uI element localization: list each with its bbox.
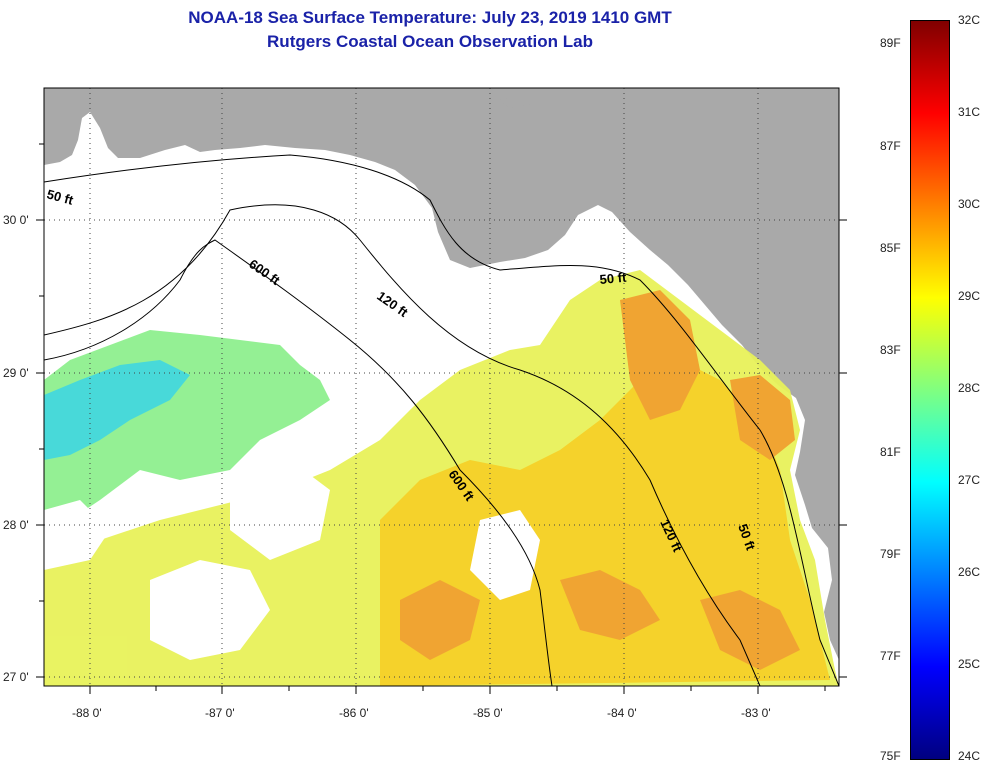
contour-label: 50 ft bbox=[599, 270, 628, 287]
contour-600ft bbox=[44, 239, 553, 686]
celsius-label: 29C bbox=[958, 289, 981, 303]
temperature-colorbar bbox=[910, 20, 950, 760]
contour-label: 50 ft bbox=[45, 186, 75, 208]
map-subtitle: Rutgers Coastal Ocean Observation Lab bbox=[267, 32, 593, 51]
lon-label: -85 0' bbox=[473, 706, 503, 720]
lat-ticks bbox=[36, 143, 847, 678]
land-fragment bbox=[498, 96, 532, 108]
fahrenheit-label: 79F bbox=[880, 547, 901, 561]
map-title: NOAA-18 Sea Surface Temperature: July 23… bbox=[188, 8, 672, 27]
fahrenheit-label: 77F bbox=[880, 649, 901, 663]
sst-map: 50 ft 600 ft 120 ft 50 ft 600 ft 120 ft … bbox=[36, 87, 847, 694]
celsius-label: 24C bbox=[958, 749, 981, 763]
celsius-label: 31C bbox=[958, 105, 981, 119]
contour-50ft bbox=[44, 154, 839, 686]
lon-label: -87 0' bbox=[205, 706, 235, 720]
map-frame bbox=[43, 87, 840, 687]
lat-label: 28 0' bbox=[3, 518, 29, 532]
contour-120ft bbox=[44, 204, 761, 686]
celsius-label: 32C bbox=[958, 13, 981, 27]
lon-label: -88 0' bbox=[72, 706, 102, 720]
fahrenheit-label: 83F bbox=[880, 343, 901, 357]
lon-label: -84 0' bbox=[607, 706, 637, 720]
fahrenheit-label: 75F bbox=[880, 749, 901, 763]
fahrenheit-label: 87F bbox=[880, 139, 901, 153]
celsius-label: 26C bbox=[958, 565, 981, 579]
fahrenheit-label: 89F bbox=[880, 36, 901, 50]
lon-label: -86 0' bbox=[339, 706, 369, 720]
lat-label: 29 0' bbox=[3, 366, 29, 380]
sst-patches bbox=[44, 270, 839, 686]
depth-contours bbox=[44, 154, 839, 686]
celsius-label: 28C bbox=[958, 381, 981, 395]
lat-label: 27 0' bbox=[3, 670, 29, 684]
celsius-label: 30C bbox=[958, 197, 981, 211]
lon-label: -83 0' bbox=[741, 706, 771, 720]
fahrenheit-label: 85F bbox=[880, 241, 901, 255]
celsius-label: 27C bbox=[958, 473, 981, 487]
celsius-label: 25C bbox=[958, 657, 981, 671]
lat-label: 30 0' bbox=[3, 213, 29, 227]
fahrenheit-label: 81F bbox=[880, 445, 901, 459]
lon-ticks bbox=[89, 686, 826, 694]
